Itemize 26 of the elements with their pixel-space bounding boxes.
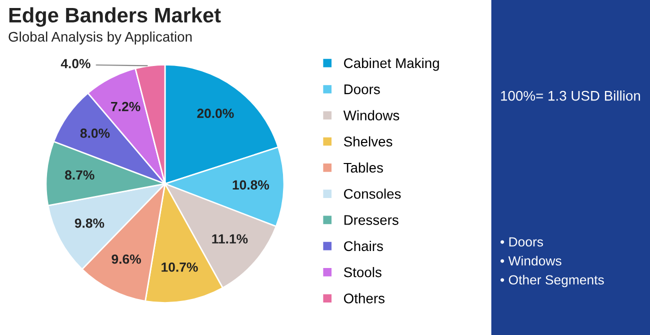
data-label: 7.2% [111,102,140,112]
data-label: 10.8% [232,180,270,190]
legend-label: Consoles [344,188,401,199]
data-label: 9.6% [112,254,141,264]
legend-label: Stools [344,267,382,278]
legend-label: Shelves [344,136,392,147]
legend-label: Dressers [344,215,398,225]
text: • Windows [500,256,562,266]
legend-label: Others [344,293,385,304]
data-label: 8.7% [65,170,94,180]
legend-label: Doors [344,84,380,94]
chart-subtitle: Global Analysis by Application [8,32,192,44]
chart-title: Edge Banders Market [9,7,221,27]
data-label: 10.7% [162,262,198,272]
data-label: 4.0% [60,58,90,68]
legend-label: Cabinet Making [344,58,439,71]
data-label: 9.8% [74,218,104,228]
legend-label: Windows [343,110,400,120]
text: • Doors [500,237,544,247]
legend-label: Chairs [344,240,383,252]
data-label: 11.1% [212,234,248,244]
legend-label: Tables [344,162,383,173]
text: • Other Segments [500,274,604,288]
data-label: 8.0% [80,128,110,138]
data-label: 20.0% [197,108,234,118]
text: 100%= 1.3 USD Billion [501,90,640,101]
